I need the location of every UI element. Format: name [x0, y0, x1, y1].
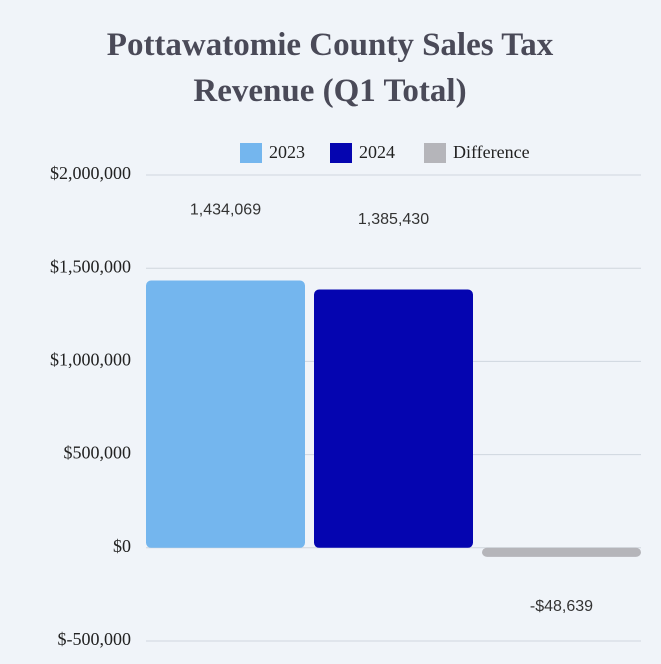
- y-tick-label: $2,000,000: [50, 163, 131, 183]
- legend-label: 2024: [359, 142, 395, 162]
- value-label: -$48,639: [530, 598, 593, 615]
- y-tick-label: $0: [113, 536, 131, 556]
- y-tick-label: $500,000: [64, 443, 132, 463]
- legend-label: 2023: [269, 142, 305, 162]
- legend-label: Difference: [453, 142, 530, 162]
- y-tick-label: $1,000,000: [50, 350, 131, 370]
- legend-swatch: [240, 143, 262, 163]
- bar: [482, 547, 641, 557]
- chart-title: Pottawatomie County Sales Tax Revenue (Q…: [106, 27, 554, 109]
- value-label: 1,434,069: [190, 202, 261, 219]
- y-tick-label: $-500,000: [58, 629, 132, 649]
- bar: [314, 289, 473, 548]
- bar: [146, 280, 305, 548]
- legend-swatch: [330, 143, 352, 163]
- legend-swatch: [424, 143, 446, 163]
- y-tick-label: $1,500,000: [50, 256, 131, 276]
- value-label: 1,385,430: [358, 211, 429, 228]
